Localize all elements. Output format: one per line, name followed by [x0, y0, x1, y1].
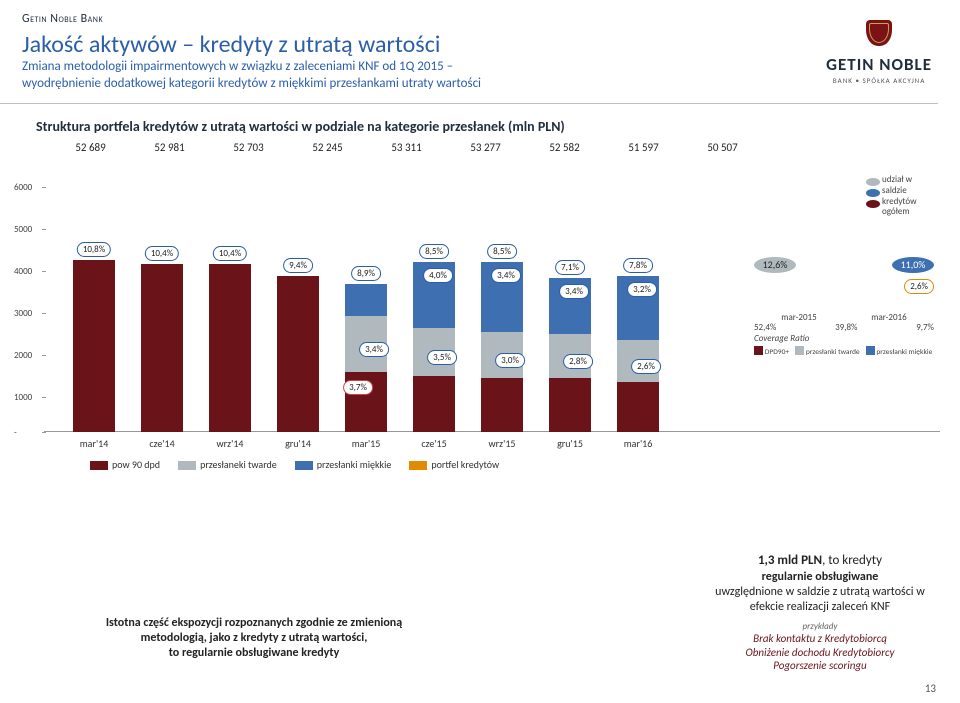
x-axis-label: wrz'14	[217, 437, 244, 450]
top-pill: 7,8%	[623, 258, 653, 273]
y-tick-label: 6000	[14, 182, 32, 193]
x-axis-label: mar'16	[624, 437, 653, 450]
top-pill: 7,1%	[555, 260, 585, 275]
x-axis-label: mar'15	[352, 437, 381, 450]
top-pill: 9,4%	[283, 258, 313, 273]
bar-segment	[413, 376, 455, 432]
y-tick-label: -	[14, 427, 17, 438]
coverage-sidebox: mar-2015 mar-2016 12,6% 11,0% 2,6% 52,4%…	[754, 312, 934, 357]
soft-pill: 3,4%	[491, 268, 521, 283]
sidebox-pct: 39,8%	[835, 322, 857, 333]
bar-group	[481, 262, 523, 432]
hard-pill: 2,8%	[563, 354, 593, 369]
sidebox-legend: DPD90+ przesłanki twarde przesłanki mięk…	[754, 346, 934, 357]
bar-segment	[481, 378, 523, 432]
bar-group	[73, 260, 115, 432]
y-tick-label: 4000	[14, 266, 32, 277]
bar-segment	[549, 378, 591, 432]
top-pill: 10,8%	[77, 242, 111, 257]
hard-pill: 3,4%	[359, 342, 389, 357]
bar-group	[617, 276, 659, 432]
footnote: Istotna część ekspozycji rozpoznanych zg…	[44, 616, 464, 661]
x-axis-label: cze'14	[149, 437, 174, 450]
swatch-icon	[90, 461, 108, 470]
swatch-icon	[178, 461, 196, 470]
soft-pill: 4,0%	[423, 268, 453, 283]
x-axis-label: gru'14	[285, 437, 311, 450]
legend-item: przesłanki miękkie	[295, 458, 392, 471]
bar-group	[141, 264, 183, 432]
top-pill: 8,5%	[487, 244, 517, 259]
bar-segment	[345, 284, 387, 316]
title-underline	[0, 103, 938, 104]
brand-small: Getin Noble Bank	[22, 12, 938, 26]
total-value: 52 245	[299, 141, 356, 154]
bar-segment	[617, 382, 659, 432]
bar-segment	[209, 264, 251, 432]
slide-header: Getin Noble Bank Jakość aktywów – kredyt…	[0, 0, 960, 97]
sidebox-col-header: mar-2016	[871, 312, 906, 323]
total-value: 52 582	[536, 141, 593, 154]
bar-group	[209, 264, 251, 432]
logo-subtitle: BANK • SPÓŁKA AKCYJNA	[826, 76, 932, 85]
dpd-pill: 3,7%	[343, 380, 373, 395]
bar-segment	[141, 264, 183, 432]
company-logo: GETIN NOBLE BANK • SPÓŁKA AKCYJNA	[826, 20, 932, 85]
sidebox-delta-pill: 2,6%	[904, 279, 934, 294]
x-axis-label: mar'14	[80, 437, 109, 450]
bar-group	[277, 276, 319, 432]
totals-row: 52 689 52 981 52 703 52 245 53 311 53 27…	[62, 141, 930, 154]
total-value: 50 507	[694, 141, 751, 154]
hard-pill: 2,6%	[631, 359, 661, 374]
page-number: 13	[925, 682, 936, 695]
callout-amount: 1,3 mld PLN	[758, 553, 822, 568]
stacked-bar-chart: 600050004000300020001000-mar'1410,8%cze'…	[44, 164, 940, 454]
bar-segment	[277, 276, 319, 432]
section-title: Struktura portfela kredytów z utratą war…	[36, 118, 960, 135]
top-pill: 10,4%	[145, 246, 179, 261]
legend-item: pow 90 dpd	[90, 458, 160, 471]
logo-name: GETIN NOBLE	[826, 54, 932, 75]
top-pill: 8,9%	[351, 266, 381, 281]
legend-item: portfel kredytów	[409, 458, 499, 471]
crest-icon	[866, 20, 892, 46]
hard-pill: 3,5%	[427, 350, 457, 365]
y-tick-label: 3000	[14, 308, 32, 319]
total-value: 52 981	[141, 141, 198, 154]
soft-pill: 3,4%	[559, 284, 589, 299]
sidebox-col-header: mar-2015	[781, 312, 816, 323]
total-value: 53 311	[378, 141, 435, 154]
swatch-icon	[295, 461, 313, 470]
sidebox-oval: 11,0%	[892, 257, 934, 273]
x-axis-label: gru'15	[557, 437, 583, 450]
soft-pill: 3,2%	[627, 282, 657, 297]
top-pill: 8,5%	[419, 244, 449, 259]
bar-segment	[73, 260, 115, 432]
sidebox-pct: 9,7%	[916, 322, 934, 333]
swatch-icon	[409, 461, 427, 470]
bar-group	[413, 262, 455, 432]
bar-group	[345, 284, 387, 432]
total-value: 52 703	[220, 141, 277, 154]
total-value: 52 689	[62, 141, 119, 154]
y-tick-label: 2000	[14, 350, 32, 361]
right-callout: 1,3 mld PLN, to kredyty regularnie obsłu…	[706, 553, 934, 673]
sidebox-pct: 52,4%	[754, 322, 776, 333]
subtitle-line-2: wyodrębnienie dodatkowej kategorii kredy…	[22, 76, 592, 93]
y-tick-label: 5000	[14, 224, 32, 235]
total-value: 51 597	[615, 141, 672, 154]
top-pill: 10,4%	[213, 246, 247, 261]
total-value: 53 277	[457, 141, 514, 154]
page-title: Jakość aktywów – kredyty z utratą wartoś…	[22, 30, 938, 59]
subtitle-line-1: Zmiana metodologii impairmentowych w zwi…	[22, 59, 592, 76]
y-tick-label: 1000	[14, 392, 32, 403]
chart-legend: pow 90 dpd przesłaneki twarde przesłanki…	[90, 458, 960, 471]
hard-pill: 3,0%	[495, 353, 525, 368]
coverage-ratio-label: Coverage Ratio	[754, 333, 934, 344]
x-axis-label: wrz'15	[489, 437, 516, 450]
sidebox-oval: 12,6%	[754, 257, 796, 273]
legend-item: przesłaneki twarde	[178, 458, 277, 471]
x-axis-label: cze'15	[421, 437, 446, 450]
